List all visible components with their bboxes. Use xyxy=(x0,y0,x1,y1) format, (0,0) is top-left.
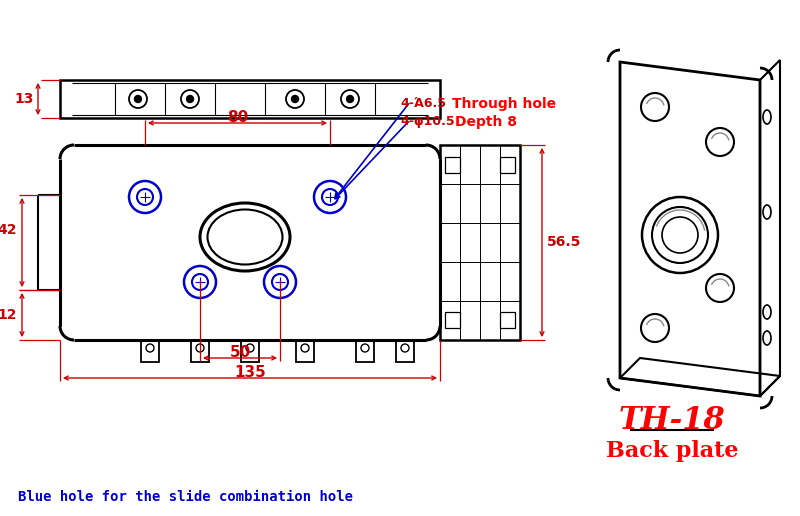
Bar xyxy=(445,157,460,173)
Bar xyxy=(141,340,159,362)
Text: Blue hole for the slide combination hole: Blue hole for the slide combination hole xyxy=(18,490,353,504)
Text: Depth 8: Depth 8 xyxy=(455,115,517,129)
Circle shape xyxy=(291,95,298,103)
Text: 50: 50 xyxy=(230,345,250,360)
Text: 135: 135 xyxy=(234,365,266,380)
Text: Through hole: Through hole xyxy=(452,97,556,111)
Bar xyxy=(396,340,414,362)
Text: 4-Ά6.5: 4-Ά6.5 xyxy=(400,97,446,110)
Bar xyxy=(191,340,209,362)
Bar xyxy=(445,312,460,328)
Circle shape xyxy=(186,95,194,103)
Bar xyxy=(356,340,374,362)
Text: 80: 80 xyxy=(227,110,248,125)
Bar xyxy=(500,157,515,173)
Bar xyxy=(500,312,515,328)
Circle shape xyxy=(346,95,354,103)
Text: 12: 12 xyxy=(0,308,17,322)
Bar xyxy=(440,145,520,340)
Bar xyxy=(296,340,314,362)
Text: TH-18: TH-18 xyxy=(618,405,726,436)
Bar xyxy=(60,80,440,118)
Text: 56.5: 56.5 xyxy=(547,235,582,249)
Circle shape xyxy=(134,95,142,103)
Text: 4-φ10.5: 4-φ10.5 xyxy=(400,115,454,128)
Bar xyxy=(241,340,259,362)
Text: 13: 13 xyxy=(14,92,34,106)
Text: 42: 42 xyxy=(0,223,17,237)
Text: Back plate: Back plate xyxy=(606,440,738,462)
